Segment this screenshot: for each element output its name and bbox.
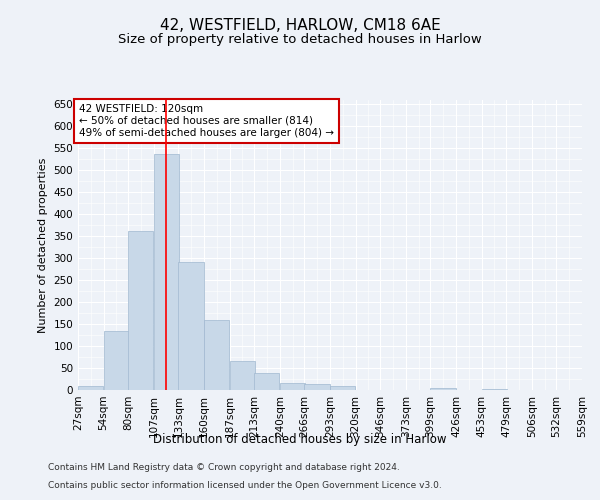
Y-axis label: Number of detached properties: Number of detached properties [38, 158, 48, 332]
Text: Contains HM Land Registry data © Crown copyright and database right 2024.: Contains HM Land Registry data © Crown c… [48, 464, 400, 472]
Bar [304, 384, 329, 390]
Text: 42, WESTFIELD, HARLOW, CM18 6AE: 42, WESTFIELD, HARLOW, CM18 6AE [160, 18, 440, 32]
Bar [330, 386, 355, 390]
Bar [482, 388, 506, 390]
Text: Distribution of detached houses by size in Harlow: Distribution of detached houses by size … [153, 432, 447, 446]
Text: Contains public sector information licensed under the Open Government Licence v3: Contains public sector information licen… [48, 481, 442, 490]
Bar [230, 362, 254, 390]
Bar [204, 320, 229, 390]
Bar [128, 231, 154, 390]
Bar [280, 382, 305, 390]
Text: 42 WESTFIELD: 120sqm
← 50% of detached houses are smaller (814)
49% of semi-deta: 42 WESTFIELD: 120sqm ← 50% of detached h… [79, 104, 334, 138]
Bar [104, 330, 128, 390]
Bar [254, 374, 280, 390]
Bar [78, 386, 103, 390]
Text: Size of property relative to detached houses in Harlow: Size of property relative to detached ho… [118, 32, 482, 46]
Bar [154, 154, 179, 390]
Bar [430, 388, 455, 390]
Bar [178, 262, 203, 390]
